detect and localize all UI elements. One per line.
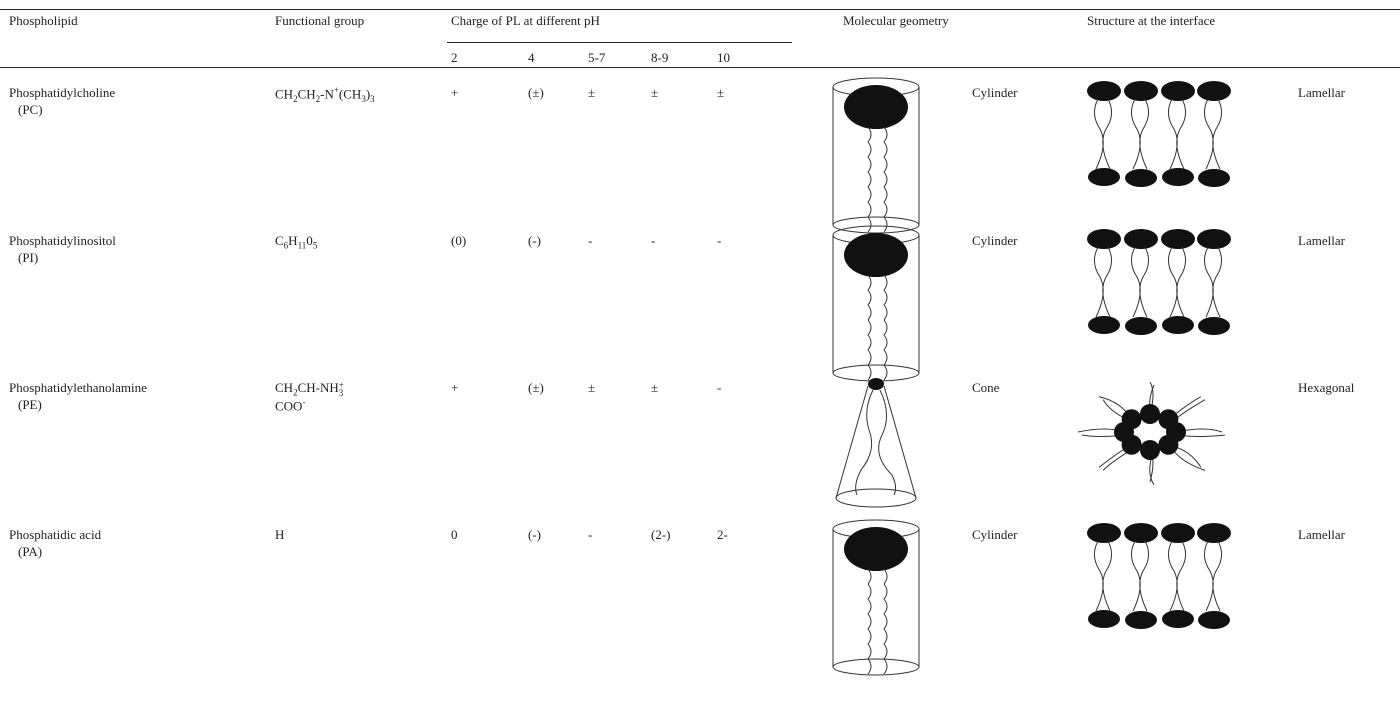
charge: 0 bbox=[451, 527, 458, 543]
phospholipid-abbr: (PI) bbox=[18, 250, 38, 266]
top-rule bbox=[0, 9, 1400, 10]
column-header: Phospholipid bbox=[9, 13, 78, 29]
charge: - bbox=[717, 380, 721, 396]
column-header: Functional group bbox=[275, 13, 364, 29]
column-header: Molecular geometry bbox=[843, 13, 949, 29]
geometry-diagram bbox=[830, 517, 924, 679]
column-header: Structure at the interface bbox=[1087, 13, 1215, 29]
formula-text: H bbox=[275, 527, 284, 542]
structure-diagram bbox=[1086, 227, 1236, 345]
ph-header: 8-9 bbox=[651, 50, 668, 66]
geometry-label: Cylinder bbox=[972, 233, 1018, 249]
charge: (2-) bbox=[651, 527, 671, 543]
geometry-label: Cone bbox=[972, 380, 999, 396]
structure-diagram bbox=[1075, 374, 1225, 492]
formula-text: H bbox=[288, 233, 297, 248]
header-rule bbox=[0, 67, 1400, 68]
structure-label: Lamellar bbox=[1298, 85, 1345, 101]
phospholipid-abbr: (PC) bbox=[18, 102, 43, 118]
functional-group: C6H1105 bbox=[275, 233, 317, 251]
charge: + bbox=[451, 85, 458, 101]
charge: (-) bbox=[528, 233, 541, 249]
ph-header: 4 bbox=[528, 50, 535, 66]
charge: (±) bbox=[528, 380, 544, 396]
formula-sub: 3 bbox=[370, 94, 375, 104]
formula-text: CH bbox=[275, 380, 293, 395]
phospholipid-abbr: (PA) bbox=[18, 544, 42, 560]
phospholipid-abbr: (PE) bbox=[18, 397, 42, 413]
charge: + bbox=[451, 380, 458, 396]
charge: - bbox=[651, 233, 655, 249]
charge: (-) bbox=[528, 527, 541, 543]
geometry-diagram bbox=[830, 223, 924, 385]
phospholipid-name: Phosphatidylcholine bbox=[9, 85, 115, 101]
structure-label: Lamellar bbox=[1298, 233, 1345, 249]
charge: (±) bbox=[528, 85, 544, 101]
charge: ± bbox=[588, 85, 595, 101]
formula-sub: 11 bbox=[298, 241, 307, 251]
sub: 3 bbox=[339, 389, 344, 397]
geometry-diagram bbox=[830, 75, 924, 237]
charge: ± bbox=[588, 380, 595, 396]
phospholipid-name: Phosphatidic acid bbox=[9, 527, 101, 543]
formula-text: CH bbox=[275, 86, 293, 101]
geometry-label: Cylinder bbox=[972, 85, 1018, 101]
ph-header: 5-7 bbox=[588, 50, 605, 66]
charge: 2- bbox=[717, 527, 728, 543]
charge: ± bbox=[717, 85, 724, 101]
structure-diagram bbox=[1086, 521, 1236, 639]
charge: - bbox=[717, 233, 721, 249]
column-header: Charge of PL at different pH bbox=[451, 13, 600, 29]
formula-text: CH-NH bbox=[298, 380, 339, 395]
geometry-diagram bbox=[830, 370, 924, 532]
group-rule bbox=[447, 42, 792, 43]
functional-group: COO- bbox=[275, 397, 305, 414]
charge: ± bbox=[651, 380, 658, 396]
ph-header: 2 bbox=[451, 50, 458, 66]
structure-label: Hexagonal bbox=[1298, 380, 1354, 396]
structure-diagram bbox=[1086, 79, 1236, 197]
ph-header: 10 bbox=[717, 50, 730, 66]
phospholipid-name: Phosphatidylinositol bbox=[9, 233, 116, 249]
phospholipid-name: Phosphatidylethanolamine bbox=[9, 380, 147, 396]
sub-sup: +3 bbox=[339, 381, 344, 397]
page: Phospholipid Functional group Charge of PL… bbox=[0, 0, 1400, 713]
structure-label: Lamellar bbox=[1298, 527, 1345, 543]
charge: - bbox=[588, 527, 592, 543]
formula-text: (CH bbox=[339, 86, 361, 101]
formula-text: -N bbox=[320, 86, 334, 101]
functional-group: CH2CH2-N+(CH3)3 bbox=[275, 85, 375, 104]
functional-group: H bbox=[275, 527, 284, 543]
charge: (0) bbox=[451, 233, 466, 249]
formula-sup: - bbox=[302, 397, 305, 407]
formula-sub: 5 bbox=[313, 241, 318, 251]
formula-text: CH bbox=[298, 86, 316, 101]
formula-text: C bbox=[275, 233, 284, 248]
charge: ± bbox=[651, 85, 658, 101]
functional-group: CH2CH-NH+3 bbox=[275, 380, 344, 398]
formula-text: COO bbox=[275, 398, 302, 413]
charge: - bbox=[588, 233, 592, 249]
geometry-label: Cylinder bbox=[972, 527, 1018, 543]
